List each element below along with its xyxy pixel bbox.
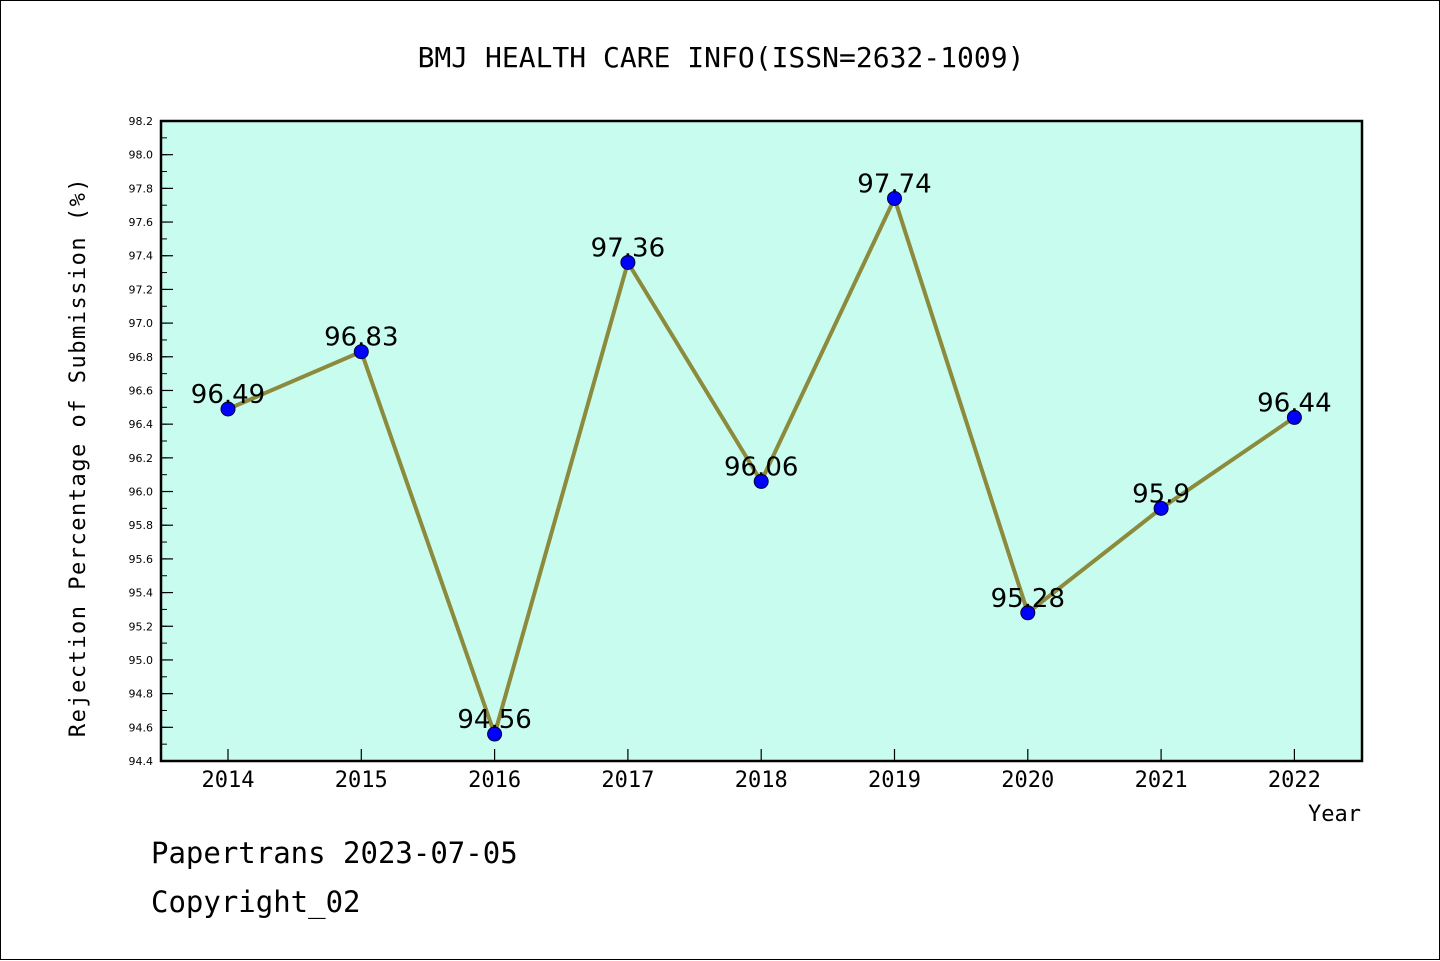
y-tick-label: 95.8 [129,519,154,532]
x-tick-label: 2020 [1001,768,1054,793]
data-point [1286,409,1302,425]
data-point [220,401,236,417]
data-label: 95.28 [991,584,1065,614]
y-tick-label: 97.2 [129,283,154,296]
y-tick-label: 95.6 [129,553,154,566]
data-label: 97.36 [591,233,665,263]
data-point [487,726,503,742]
footer-copyright-text: Copyright_02 [151,885,361,919]
y-tick-label: 96.6 [129,384,154,397]
y-tick-label: 97.8 [129,182,154,195]
y-tick-label: 97.6 [129,216,154,229]
data-label: 95.9 [1132,479,1190,509]
data-point [353,344,369,360]
data-point [620,254,636,270]
x-tick-label: 2014 [202,768,255,793]
x-tick-label: 2015 [335,768,388,793]
data-point [1153,500,1169,516]
y-tick-label: 97.4 [129,250,154,263]
data-point [753,473,769,489]
x-tick-label: 2021 [1135,768,1188,793]
y-tick-label: 97.0 [129,317,154,330]
y-tick-label: 96.2 [129,452,154,465]
x-axis-label: Year [1308,802,1361,827]
data-label: 96.44 [1257,388,1331,418]
y-tick-label: 94.4 [129,755,154,768]
y-tick-label: 94.8 [129,688,154,701]
chart-title: BMJ HEALTH CARE INFO(ISSN=2632-1009) [418,41,1025,74]
y-tick-label: 96.4 [129,418,154,431]
data-label: 97.74 [857,169,931,199]
y-tick-label: 94.6 [129,721,154,734]
y-tick-label: 98.2 [129,115,154,128]
x-tick-label: 2019 [868,768,921,793]
x-tick-label: 2016 [468,768,521,793]
y-tick-label: 95.0 [129,654,154,667]
data-point [887,190,902,206]
plot-frame [159,119,1364,763]
y-tick-label: 95.2 [129,620,154,633]
plot-area [161,121,1362,761]
data-label: 94.56 [457,705,531,735]
y-axis-label: Rejection Percentage of Submission (%) [66,177,91,737]
data-label: 96.83 [324,323,398,353]
y-tick-label: 95.4 [129,587,154,600]
x-tick-label: 2017 [601,768,654,793]
y-tick-label: 96.8 [129,351,154,364]
y-tick-label: 96.0 [129,486,154,499]
footer-date-text: Papertrans 2023-07-05 [151,836,518,870]
data-label: 96.06 [724,452,798,482]
x-tick-label: 2018 [735,768,788,793]
x-tick-label: 2022 [1268,768,1321,793]
data-point [1020,605,1036,621]
data-label: 96.49 [191,380,265,410]
y-tick-label: 98.0 [129,149,154,162]
